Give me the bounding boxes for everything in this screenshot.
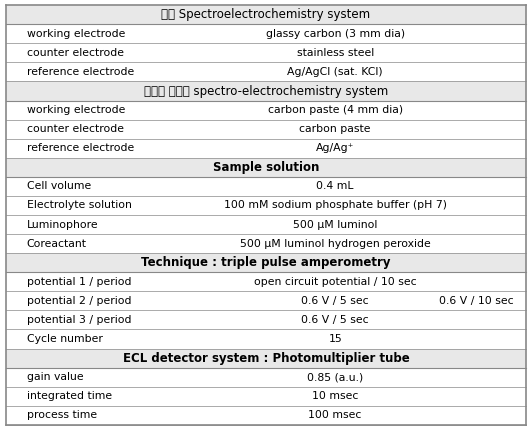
Text: 새로이 개발한 spectro-electrochemistry system: 새로이 개발한 spectro-electrochemistry system [144,85,388,98]
Text: Luminophore: Luminophore [27,220,98,230]
Bar [6,349,526,368]
Text: 기존 Spectroelectrochemistry system: 기존 Spectroelectrochemistry system [161,8,371,21]
Text: Cell volume: Cell volume [27,181,91,191]
Text: 0.6 V / 10 sec: 0.6 V / 10 sec [439,296,513,306]
Text: ECL detector system : Photomultiplier tube: ECL detector system : Photomultiplier tu… [122,352,410,365]
Text: counter electrode: counter electrode [27,124,123,134]
Text: 500 μM luminol: 500 μM luminol [293,220,377,230]
Text: 15: 15 [328,334,342,344]
Text: gain value: gain value [27,372,83,382]
Text: working electrode: working electrode [27,105,125,115]
Bar [6,5,526,24]
Text: glassy carbon (3 mm dia): glassy carbon (3 mm dia) [265,29,405,39]
Text: open circuit potential / 10 sec: open circuit potential / 10 sec [254,277,417,287]
Text: process time: process time [27,410,97,420]
Text: Ag/AgCl (sat. KCl): Ag/AgCl (sat. KCl) [287,67,383,77]
Text: 0.4 mL: 0.4 mL [317,181,354,191]
Bar [6,253,526,272]
Text: working electrode: working electrode [27,29,125,39]
Text: stainless steel: stainless steel [296,48,374,58]
Text: Technique : triple pulse amperometry: Technique : triple pulse amperometry [142,256,390,269]
Text: carbon paste (4 mm dia): carbon paste (4 mm dia) [268,105,403,115]
Text: reference electrode: reference electrode [27,143,134,153]
Text: 500 μM luminol hydrogen peroxide: 500 μM luminol hydrogen peroxide [240,239,430,249]
Bar [6,81,526,101]
Text: 0.6 V / 5 sec: 0.6 V / 5 sec [301,296,369,306]
Text: potential 2 / period: potential 2 / period [27,296,131,306]
Text: Coreactant: Coreactant [27,239,87,249]
Text: 100 mM sodium phosphate buffer (pH 7): 100 mM sodium phosphate buffer (pH 7) [223,200,447,210]
Text: 100 msec: 100 msec [309,410,362,420]
Text: 0.6 V / 5 sec: 0.6 V / 5 sec [301,315,369,325]
Text: counter electrode: counter electrode [27,48,123,58]
Text: 0.85 (a.u.): 0.85 (a.u.) [307,372,363,382]
Text: carbon paste: carbon paste [300,124,371,134]
Text: integrated time: integrated time [27,391,112,401]
Text: reference electrode: reference electrode [27,67,134,77]
Text: Cycle number: Cycle number [27,334,103,344]
Text: Sample solution: Sample solution [213,161,319,174]
Bar [6,158,526,177]
Text: 10 msec: 10 msec [312,391,359,401]
Text: Electrolyte solution: Electrolyte solution [27,200,131,210]
Text: Ag/Ag⁺: Ag/Ag⁺ [316,143,354,153]
Text: potential 1 / period: potential 1 / period [27,277,131,287]
Text: potential 3 / period: potential 3 / period [27,315,131,325]
